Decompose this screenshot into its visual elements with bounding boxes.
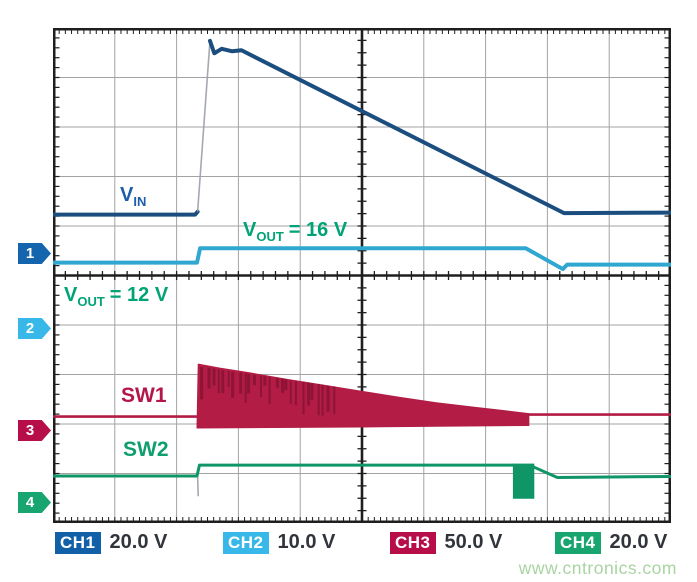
footer-ch1: CH1 20.0 V: [55, 531, 167, 554]
channel-marker-ch4: 4: [18, 492, 51, 513]
label-vout16-value: = 16 V: [288, 219, 348, 241]
ch3-scale: 50.0 V: [444, 531, 503, 553]
label-vin-main: V: [120, 184, 134, 206]
label-vout12-value: = 12 V: [109, 284, 169, 306]
channel-marker-ch3: 3: [18, 420, 51, 441]
label-vin: VIN: [120, 185, 146, 208]
waveform-canvas: [53, 28, 671, 523]
ch1-scale: 20.0 V: [109, 531, 168, 553]
ch2-scale: 10.0 V: [277, 531, 336, 553]
label-vout12-sub: OUT: [77, 294, 105, 309]
label-sw1: SW1: [121, 384, 167, 407]
label-vout12-main: V: [64, 284, 78, 306]
label-sw2: SW2: [123, 438, 169, 461]
footer-ch4: CH4 20.0 V: [555, 531, 667, 554]
label-vout16-sub: OUT: [256, 229, 284, 244]
channel-marker-ch2: 2: [18, 318, 51, 339]
ch2-badge: CH2: [223, 531, 269, 554]
channel-marker-ch1: 1: [18, 243, 51, 264]
ch4-badge: CH4: [555, 531, 601, 554]
footer-ch3: CH3 50.0 V: [390, 531, 502, 554]
label-vin-sub: IN: [133, 194, 147, 209]
ch3-badge: CH3: [390, 531, 436, 554]
label-vout-16: VOUT = 16 V: [243, 220, 347, 243]
ch4-scale: 20.0 V: [609, 531, 668, 553]
scope-display: [53, 28, 671, 523]
ch1-badge: CH1: [55, 531, 101, 554]
footer-ch2: CH2 10.0 V: [223, 531, 335, 554]
label-vout-12: VOUT = 12 V: [64, 285, 168, 308]
site-watermark: www.cntronics.com: [518, 558, 677, 578]
label-vout16-main: V: [243, 219, 257, 241]
